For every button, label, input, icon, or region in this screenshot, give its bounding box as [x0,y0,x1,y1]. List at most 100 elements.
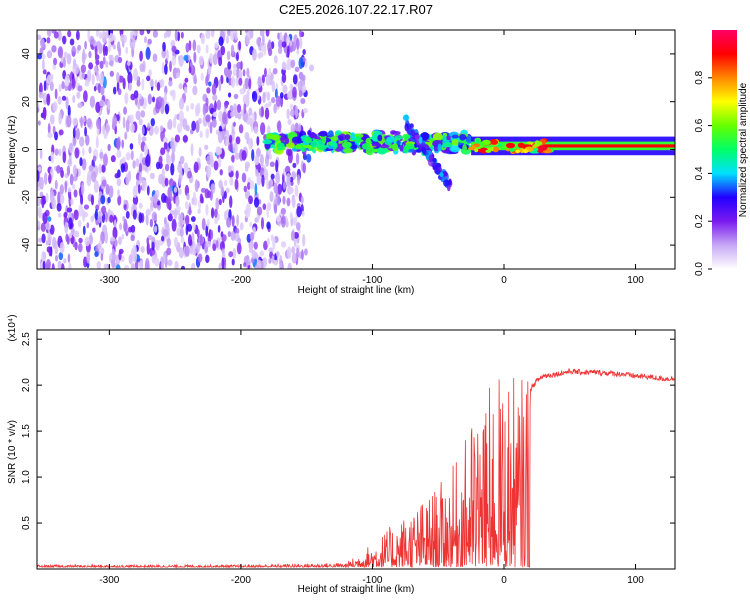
heatmap-noise-cell [218,198,222,206]
heatmap-noise-cell [69,173,74,186]
heatmap-noise-cell [54,148,59,156]
heatmap-noise-cell [184,200,189,210]
heatmap-noise-cell [129,114,134,124]
heatmap-noise-cell [232,63,238,69]
heatmap-noise-cell [117,195,122,206]
heatmap-noise-cell [100,194,106,205]
heatmap-noise-cell [167,118,173,131]
heatmap-noise-cell [223,190,227,200]
heatmap-transition-cell [280,135,286,143]
heatmap-noise-cell [196,44,201,54]
heatmap-noise-cell [209,156,214,168]
heatmap-noise-cell [275,159,279,173]
heatmap-noise-cell [238,40,242,51]
heatmap-transition-cell [327,145,335,150]
snr-x-tick-label: 100 [627,575,644,586]
heatmap-noise-cell [131,37,136,50]
heatmap-noise-cell [197,208,201,214]
heatmap-noise-cell [217,224,221,233]
snr-x-tick-label: -200 [231,575,251,586]
heatmap-noise-cell [100,253,104,261]
heatmap-noise-cell [138,93,143,100]
heatmap-noise-cell [269,191,274,203]
heatmap-noise-cell [263,42,267,56]
heatmap-noise-cell [120,33,124,43]
snr-y-tick-label: 0.5 [21,516,32,530]
heatmap-noise-cell [102,44,106,57]
heatmap-noise-cell [108,185,114,198]
heatmap-noise-cell [212,111,218,118]
heatmap-noise-cell [61,80,65,90]
heatmap-noise-cell [143,144,148,157]
heatmap-noise-cell [167,259,173,267]
heatmap-noise-cell [83,256,88,268]
heatmap-noise-cell [112,226,118,240]
heatmap-noise-cell [61,95,67,101]
heatmap-noise-cell [271,255,275,264]
heatmap-noise-cell [72,95,76,104]
heatmap-transition-cell [345,143,351,149]
heatmap-noise-cell [134,95,138,106]
heatmap-noise-cell [79,157,83,167]
heatmap-noise-cell [212,53,218,66]
heatmap-noise-cell [249,232,255,241]
heatmap-noise-cell [237,113,242,120]
heatmap-transition-cell [437,143,442,152]
heatmap-noise-cell [74,147,80,159]
heatmap-noise-cell [99,99,105,107]
heatmap-noise-cell [280,207,286,215]
heatmap-noise-cell [88,164,94,172]
heatmap-noise-cell [172,117,177,129]
heatmap-noise-cell [296,49,300,55]
heatmap-noise-cell [302,162,307,174]
heatmap-noise-cell [125,210,130,219]
heatmap-noise-cell [206,155,211,165]
heatmap-noise-cell [280,241,287,248]
heatmap-noise-cell [140,246,145,253]
heatmap-transition-cell [318,130,328,137]
heatmap-noise-cell [235,51,239,62]
heatmap-noise-cell [215,146,221,156]
heatmap-noise-cell [264,107,270,120]
heatmap-noise-cell [67,187,72,193]
heatmap-noise-cell [119,222,123,231]
heatmap-noise-cell [86,251,91,264]
heatmap-noise-cell [174,134,181,143]
heatmap-transition-cell [394,135,403,140]
heatmap-noise-cell [67,105,71,118]
heatmap-noise-cell [87,30,91,42]
heatmap-noise-cell [184,245,190,257]
heatmap-noise-cell [128,254,133,265]
heatmap-noise-cell [125,173,130,186]
heatmap-noise-cell [180,265,186,269]
heatmap-noise-cell [221,257,225,269]
heatmap-noise-cell [164,103,170,115]
heatmap-noise-cell [64,221,69,234]
heatmap-signal-core [523,144,675,148]
heatmap-noise-cell [145,257,150,269]
heatmap-noise-cell [77,102,83,109]
heatmap-noise-cell [248,78,252,90]
heatmap-noise-cell [144,164,148,172]
heatmap-noise-cell [287,45,290,58]
heatmap-noise-cell [246,90,250,97]
heatmap-noise-cell [164,177,169,187]
heatmap-noise-cell [150,118,155,127]
heatmap-noise-cell [218,125,223,132]
heatmap-noise-cell [84,126,87,137]
heatmap-noise-cell [236,104,242,113]
heatmap-noise-cell [257,52,262,59]
heatmap-noise-cell [138,162,143,174]
heatmap-noise-cell [281,41,287,48]
heatmap-noise-cell [63,258,67,264]
heatmap-noise-cell [226,68,233,77]
heatmap-noise-cell [225,35,229,45]
heatmap-noise-cell [74,64,80,75]
heatmap-noise-cell [173,186,178,193]
heatmap-noise-cell [133,30,139,37]
colorbar-ticks: 0.0 0.2 0.4 0.6 0.8 [694,70,712,276]
heatmap-noise-cell [125,152,131,161]
heatmap-noise-cell [192,222,196,231]
heatmap-noise-cell [145,213,149,226]
